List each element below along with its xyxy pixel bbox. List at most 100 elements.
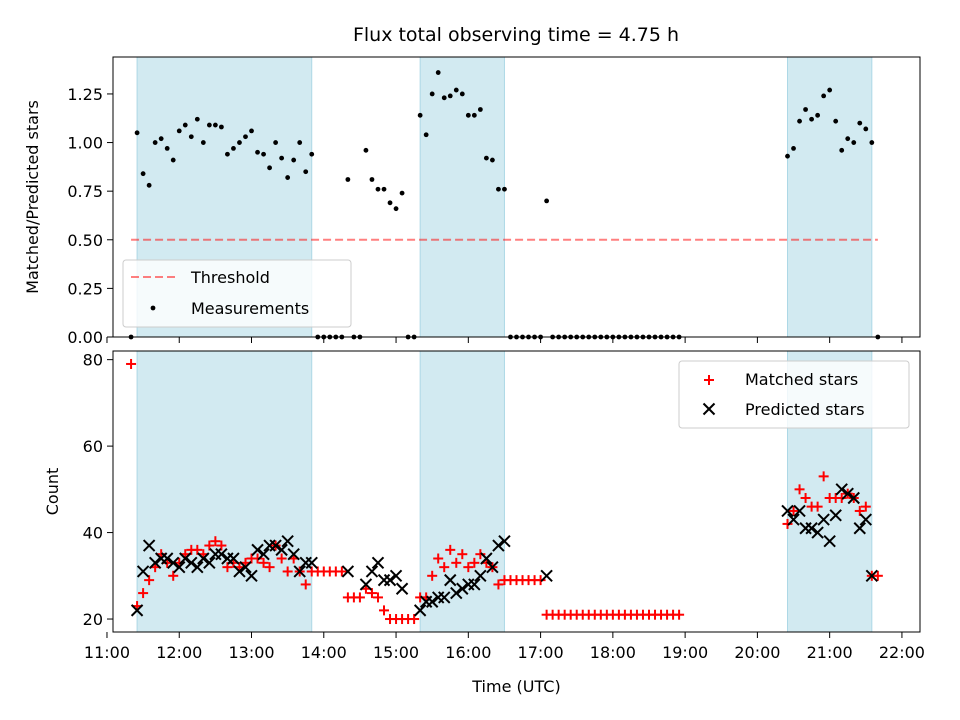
matched-star-point <box>222 562 233 573</box>
predicted-star-point <box>179 552 192 565</box>
ratio-legend: Threshold Measurements <box>122 259 352 328</box>
x-tick-label: 22:00 <box>879 643 925 662</box>
matched-star-point <box>782 518 793 529</box>
count-y-ticks: 20 40 60 80 <box>83 351 113 629</box>
measurement-point <box>483 155 489 161</box>
predicted-star-point <box>498 535 511 548</box>
predicted-stars-legend-marker <box>702 402 716 416</box>
predicted-star-point <box>793 504 806 518</box>
matched-star-point <box>354 592 365 603</box>
matched-star-point <box>210 536 221 547</box>
predicted-star-point <box>805 522 818 535</box>
predicted-star-point <box>293 565 306 578</box>
matched-star-point <box>812 501 823 512</box>
predicted-star-point <box>817 513 830 526</box>
predicted-star-point <box>468 578 481 591</box>
measurement-point <box>809 116 814 122</box>
measurement-point <box>863 126 869 132</box>
predicted-star-point <box>148 556 162 570</box>
matched-star-point <box>366 588 377 599</box>
matched-star-point <box>433 553 444 564</box>
y-tick-label: 20 <box>83 610 103 629</box>
measurement-point <box>200 140 206 145</box>
matched-star-point <box>126 358 137 369</box>
measurement-point <box>447 93 453 99</box>
predicted-star-point <box>257 547 270 561</box>
chart-title: Flux total observing time = 4.75 h <box>353 24 679 46</box>
matched-star-point <box>204 540 215 551</box>
matched-star-point <box>445 544 456 555</box>
predicted-star-point <box>865 569 879 583</box>
predicted-star-point <box>305 556 318 570</box>
ratio-x-ticks <box>106 337 903 343</box>
matched-star-point <box>872 570 883 581</box>
predicted-star-point <box>395 582 409 595</box>
measurement-point <box>146 182 152 188</box>
measurement-point <box>399 190 405 196</box>
matched-star-point <box>300 579 311 590</box>
measurement-point <box>502 186 507 192</box>
ratio-legend-box <box>122 259 352 328</box>
predicted-star-point <box>456 582 469 595</box>
matched-star-point <box>144 575 155 586</box>
measurement-point <box>267 165 272 171</box>
ratio-y-axis-label: Matched/Predicted stars <box>23 100 42 294</box>
x-tick-label: 12:00 <box>156 643 202 662</box>
matched-star-point <box>439 562 450 573</box>
y-tick-label: 0.00 <box>67 328 103 347</box>
measurement-point <box>363 147 369 153</box>
measurement-point <box>309 151 315 157</box>
measurement-point <box>815 112 821 118</box>
measurement-points <box>128 70 881 340</box>
predicted-star-point <box>486 560 499 574</box>
predicted-star-point <box>383 573 397 587</box>
measurement-point <box>857 120 863 126</box>
predicted-star-point <box>474 569 487 583</box>
measurement-point <box>206 122 212 128</box>
measurement-point <box>158 136 164 142</box>
measurement-point <box>225 151 230 157</box>
predicted-star-point <box>185 556 198 570</box>
matched-star-point <box>800 492 811 503</box>
predicted-star-point <box>197 552 210 565</box>
measurement-point <box>297 140 303 145</box>
predicted-star-point <box>142 539 156 552</box>
matched-star-point <box>535 575 546 586</box>
matched-star-point <box>794 484 805 495</box>
count-legend-box <box>678 360 910 429</box>
predicted-star-point <box>444 573 457 587</box>
measurement-point <box>381 186 387 192</box>
measurement-point <box>237 140 242 145</box>
predicted-star-point <box>480 552 493 565</box>
predicted-star-point <box>847 491 860 505</box>
measurement-point <box>490 157 495 163</box>
measurement-point <box>219 124 224 130</box>
measurement-point <box>471 112 477 118</box>
y-tick-label: 1.25 <box>67 85 103 104</box>
measurement-point <box>279 155 285 161</box>
predicted-star-point <box>245 569 258 583</box>
matched-star-point <box>336 566 347 577</box>
predicted-star-point <box>823 535 836 548</box>
measurement-point <box>182 122 188 128</box>
predicted-star-point <box>341 565 355 578</box>
measurement-point <box>152 140 158 145</box>
y-tick-label: 0.75 <box>67 182 103 201</box>
predicted-star-point <box>540 569 553 583</box>
predicted-stars-legend-swatch <box>702 402 716 416</box>
matched-star-point <box>674 609 685 620</box>
predicted-star-point <box>239 560 252 574</box>
measurement-point <box>417 112 423 118</box>
predicted-star-point <box>425 595 439 608</box>
x-tick-label: 21:00 <box>807 643 853 662</box>
measurement-point <box>176 128 182 134</box>
measurement-point <box>249 128 254 134</box>
measurement-point <box>839 147 845 153</box>
matched-stars-legend-swatch <box>704 375 714 385</box>
predicted-star-point <box>835 483 848 496</box>
matched-star-point <box>475 549 486 560</box>
y-tick-label: 60 <box>83 437 103 456</box>
predicted-star-point <box>136 565 150 578</box>
predicted-star-point <box>492 539 505 552</box>
predicted-star-point <box>167 556 180 570</box>
